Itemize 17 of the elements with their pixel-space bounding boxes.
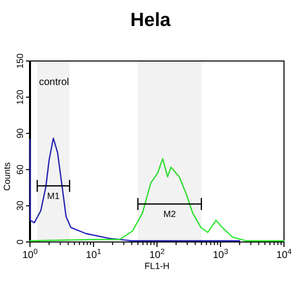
x-tick-label: 10$^{0}$: [22, 246, 38, 261]
y-tick-label: 150: [15, 53, 25, 69]
band-label: M1: [47, 190, 60, 201]
x-tick-label: 10$^{3}$: [212, 246, 228, 261]
y-tick-label: 120: [15, 90, 25, 105]
x-tick-label: 10$^{1}$: [86, 246, 102, 261]
y-tick-label: 90: [15, 128, 25, 138]
chart-title: Hela: [130, 10, 171, 31]
y-tick-label: 30: [15, 200, 25, 211]
y-axis-title: Counts: [2, 162, 12, 191]
x-tick-label: 10$^{4}$: [276, 246, 292, 261]
x-axis-title: FL1-H: [144, 261, 170, 271]
band-label: M2: [163, 208, 176, 219]
y-tick-label: 0: [15, 239, 25, 245]
annotation: control: [39, 77, 70, 88]
x-tick-label: 10$^{2}$: [149, 246, 165, 261]
y-tick-label: 60: [15, 164, 25, 175]
